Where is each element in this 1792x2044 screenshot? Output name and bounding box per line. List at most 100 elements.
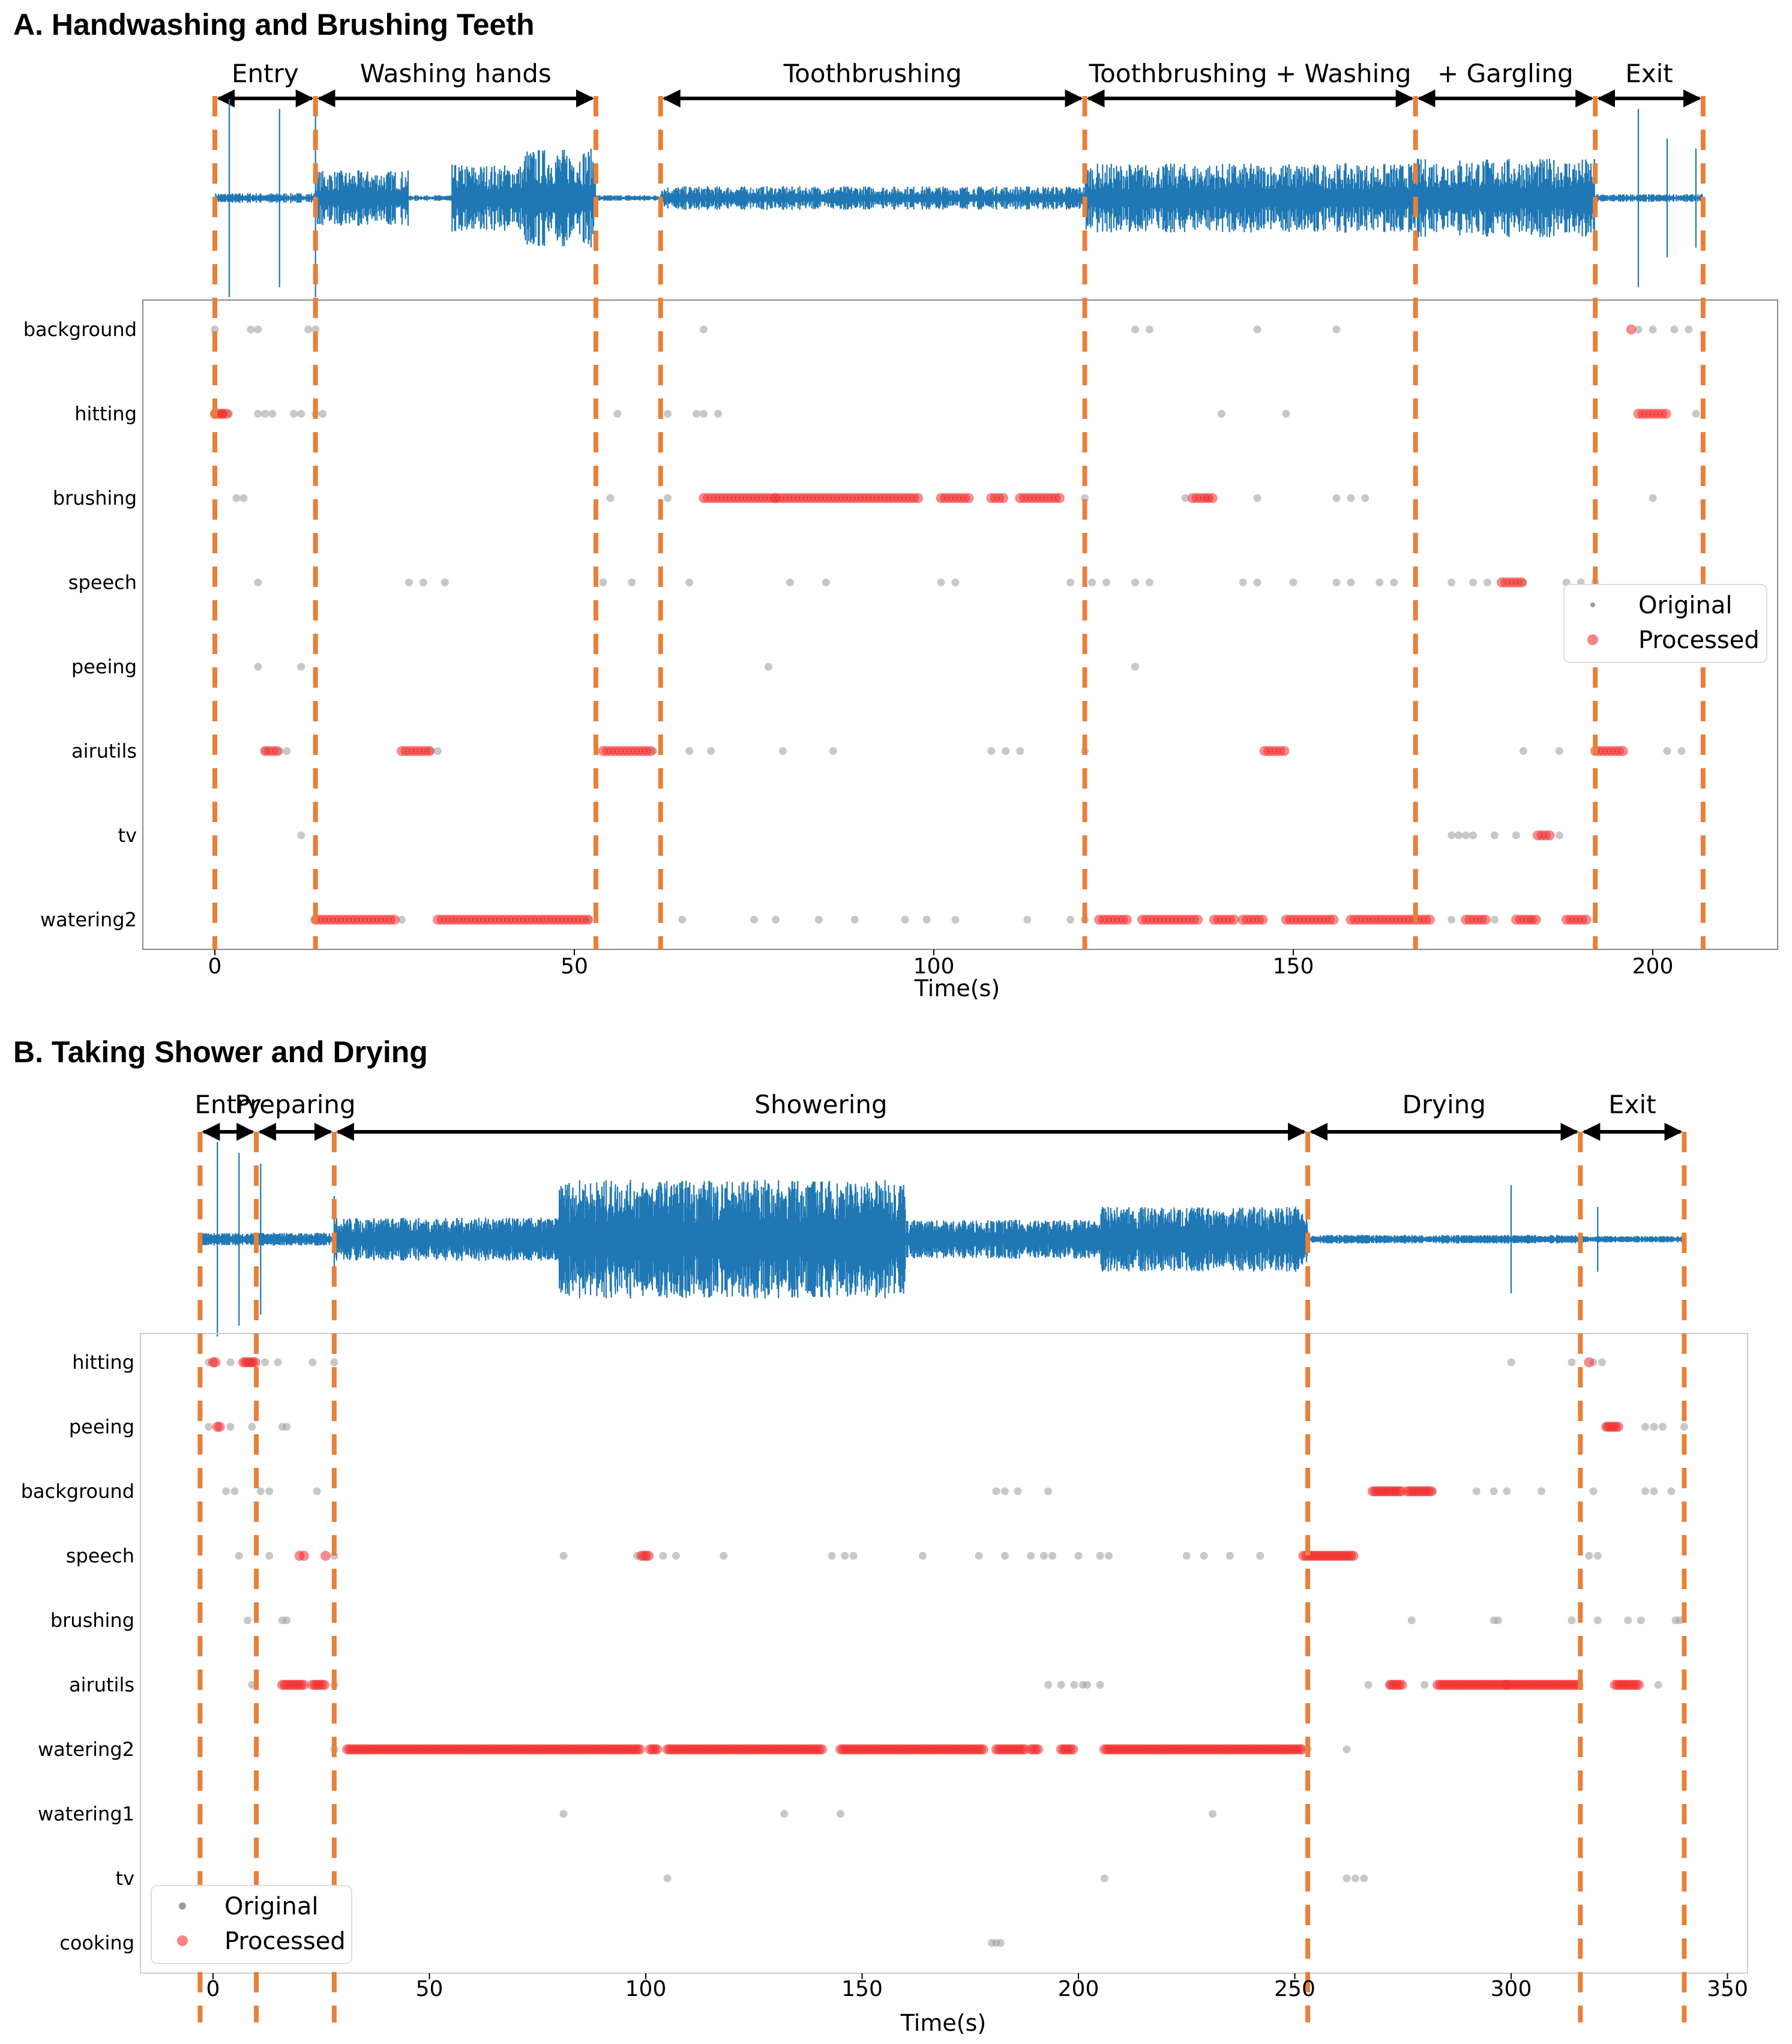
original-point bbox=[1685, 325, 1693, 334]
panel-a-x-axis-label: Time(s) bbox=[914, 975, 1000, 1002]
original-point bbox=[1096, 1552, 1104, 1560]
original-point bbox=[951, 916, 960, 924]
original-point bbox=[1624, 1616, 1632, 1625]
panel-a-segment-annotations: Entry Washing hands Toothbrushing Toothbrus… bbox=[217, 59, 1701, 107]
original-point bbox=[975, 1552, 983, 1560]
processed-point bbox=[583, 915, 594, 925]
original-point bbox=[829, 747, 837, 755]
original-point bbox=[1088, 579, 1096, 586]
original-point bbox=[1650, 1423, 1658, 1431]
processed-point bbox=[1228, 915, 1239, 925]
processed-point bbox=[1661, 409, 1671, 419]
original-point bbox=[836, 1810, 844, 1818]
original-point bbox=[1512, 831, 1520, 840]
original-point bbox=[1641, 1487, 1650, 1495]
original-point bbox=[664, 494, 672, 502]
panel-b-x-axis-ticks: 0 50 100 150 200 250 300 350 bbox=[206, 1973, 1748, 2001]
original-point bbox=[1634, 325, 1643, 334]
original-point bbox=[1670, 325, 1679, 334]
legend-processed-marker bbox=[1587, 634, 1598, 645]
original-point bbox=[1253, 325, 1261, 334]
original-point bbox=[672, 1552, 680, 1560]
original-point bbox=[1490, 916, 1499, 924]
original-point bbox=[232, 494, 241, 502]
original-point bbox=[922, 916, 931, 924]
original-point bbox=[1057, 1681, 1065, 1689]
original-point bbox=[1472, 1487, 1481, 1495]
original-point bbox=[1448, 916, 1456, 924]
original-point bbox=[996, 1939, 1005, 1947]
panel-a-segment-boundaries bbox=[212, 96, 1706, 949]
original-point bbox=[247, 325, 255, 334]
processed-point bbox=[963, 493, 974, 503]
original-point bbox=[1448, 579, 1456, 586]
original-point bbox=[283, 747, 291, 755]
original-point bbox=[1537, 1487, 1545, 1495]
original-point bbox=[265, 1487, 274, 1495]
original-point bbox=[659, 1552, 667, 1560]
legend-original-label-b: Original bbox=[224, 1893, 319, 1920]
processed-point bbox=[298, 1680, 309, 1690]
original-point bbox=[244, 1616, 252, 1625]
panel-b-legend: Original Processed bbox=[151, 1885, 352, 1964]
original-point bbox=[1680, 1423, 1688, 1431]
processed-point bbox=[1425, 915, 1436, 925]
processed-point bbox=[210, 1357, 221, 1368]
original-point bbox=[1000, 1487, 1009, 1495]
original-point bbox=[700, 410, 708, 418]
original-point bbox=[1002, 747, 1010, 755]
x-tick-label: 150 bbox=[841, 1977, 883, 2001]
original-point bbox=[1568, 1616, 1576, 1625]
original-point bbox=[1568, 1358, 1576, 1366]
original-point bbox=[433, 747, 442, 755]
original-point bbox=[1104, 1552, 1113, 1560]
processed-point bbox=[1530, 915, 1541, 925]
processed-point bbox=[1054, 493, 1065, 503]
x-tick-label: 250 bbox=[1274, 1977, 1315, 2001]
segment-label: + Gargling bbox=[1437, 59, 1574, 88]
original-point bbox=[685, 747, 694, 755]
original-point bbox=[1342, 1745, 1351, 1754]
original-point bbox=[1145, 325, 1153, 334]
original-point bbox=[1455, 831, 1463, 840]
original-point bbox=[1585, 1552, 1593, 1560]
panel-a-title: A. Handwashing and Brushing Teeth bbox=[13, 8, 535, 41]
original-point bbox=[613, 410, 622, 418]
original-point bbox=[1332, 579, 1341, 586]
original-point bbox=[1519, 747, 1527, 755]
original-point bbox=[693, 410, 701, 418]
original-point bbox=[1000, 1552, 1009, 1560]
original-point bbox=[1131, 325, 1139, 334]
original-point bbox=[1663, 747, 1671, 755]
original-point bbox=[1448, 831, 1456, 840]
original-point bbox=[1145, 579, 1153, 586]
y-tick-label: hitting bbox=[72, 1351, 134, 1374]
original-point bbox=[226, 1423, 235, 1431]
processed-point bbox=[1480, 915, 1491, 925]
y-tick-label: tv bbox=[116, 1867, 134, 1890]
original-point bbox=[778, 747, 787, 755]
original-point bbox=[1421, 1681, 1429, 1689]
original-point bbox=[1507, 1358, 1515, 1366]
original-point bbox=[308, 1358, 317, 1366]
panel-a-legend-box bbox=[1563, 584, 1767, 663]
original-point bbox=[764, 663, 772, 671]
original-point bbox=[786, 579, 794, 586]
panel-b-title: B. Taking Shower and Drying bbox=[13, 1035, 428, 1069]
segment-label: Showering bbox=[754, 1090, 887, 1119]
panel-a: A. Handwashing and Brushing Teeth Entry W… bbox=[13, 8, 1778, 1002]
processed-point bbox=[1617, 746, 1628, 756]
original-point bbox=[1200, 1552, 1208, 1560]
segment-label: Washing hands bbox=[360, 59, 552, 88]
processed-point bbox=[1296, 1744, 1307, 1755]
processed-point bbox=[645, 746, 656, 756]
legend-original-marker bbox=[1590, 603, 1595, 607]
x-tick-label: 100 bbox=[625, 1977, 667, 2001]
processed-point bbox=[214, 1422, 225, 1432]
panel-b-segment-boundaries bbox=[197, 1132, 1687, 2022]
original-point bbox=[559, 1552, 568, 1560]
original-point bbox=[992, 1487, 1000, 1495]
original-point bbox=[700, 325, 708, 334]
original-point bbox=[274, 1358, 282, 1366]
